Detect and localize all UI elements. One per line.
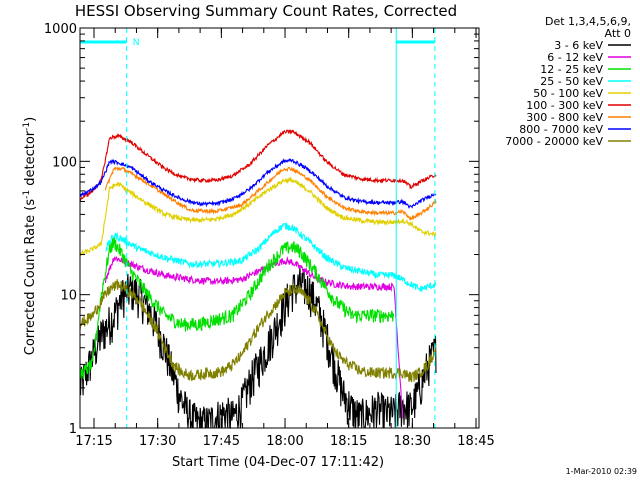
x-tick-label-4: 18:15 bbox=[330, 434, 367, 449]
legend-label-2: 12 - 25 keV bbox=[540, 63, 603, 76]
legend-label-1: 6 - 12 keV bbox=[547, 51, 603, 64]
series-line-3 bbox=[105, 222, 437, 292]
x-tick-label-6: 18:45 bbox=[457, 434, 494, 449]
series-line-8 bbox=[79, 279, 437, 383]
series-line-2 bbox=[79, 236, 395, 380]
data-series bbox=[79, 129, 437, 429]
legend-label-5: 100 - 300 keV bbox=[526, 99, 603, 112]
series-line-7 bbox=[79, 158, 437, 209]
y-tick-label-3: 1000 bbox=[44, 22, 77, 37]
series-line-6 bbox=[104, 166, 437, 221]
x-tick-label-1: 17:30 bbox=[139, 434, 176, 449]
y-tick-label-0: 1 bbox=[69, 422, 77, 437]
series-line-4 bbox=[79, 176, 437, 257]
legend-label-8: 7000 - 20000 keV bbox=[505, 135, 603, 148]
x-tick-label-3: 18:00 bbox=[266, 434, 303, 449]
chart-title: HESSI Observing Summary Count Rates, Cor… bbox=[75, 2, 457, 20]
x-tick-label-2: 17:45 bbox=[203, 434, 240, 449]
legend-label-7: 800 - 7000 keV bbox=[519, 123, 603, 136]
night-marker-label: N bbox=[133, 38, 140, 48]
axes: 1 10 100 1000 17:15 17:30 17:45 18:00 18:15 18:30… bbox=[44, 22, 495, 449]
y-tick-label-2: 100 bbox=[52, 155, 77, 170]
x-axis-label: Start Time (04-Dec-07 17:11:42) bbox=[172, 455, 384, 470]
y-tick-label-1: 10 bbox=[60, 289, 77, 304]
series-line-5 bbox=[79, 129, 437, 202]
x-tick-label-5: 18:30 bbox=[394, 434, 431, 449]
y-axis-label: Corrected Count Rate (s-1 detector-1) bbox=[22, 117, 38, 355]
series-line-1 bbox=[104, 255, 403, 419]
legend-label-0: 3 - 6 keV bbox=[554, 39, 603, 52]
legend-header-line-1: Det 1,3,4,5,6,9, bbox=[545, 15, 631, 28]
generation-timestamp: 1-Mar-2010 02:39 bbox=[566, 467, 637, 476]
legend-label-6: 300 - 800 keV bbox=[526, 111, 603, 124]
legend-label-3: 25 - 50 keV bbox=[540, 75, 603, 88]
plot-frame bbox=[79, 27, 480, 429]
legend-label-4: 50 - 100 keV bbox=[533, 87, 603, 100]
legend-header-line-2: Att 0 bbox=[605, 27, 631, 40]
x-tick-label-0: 17:15 bbox=[75, 434, 112, 449]
